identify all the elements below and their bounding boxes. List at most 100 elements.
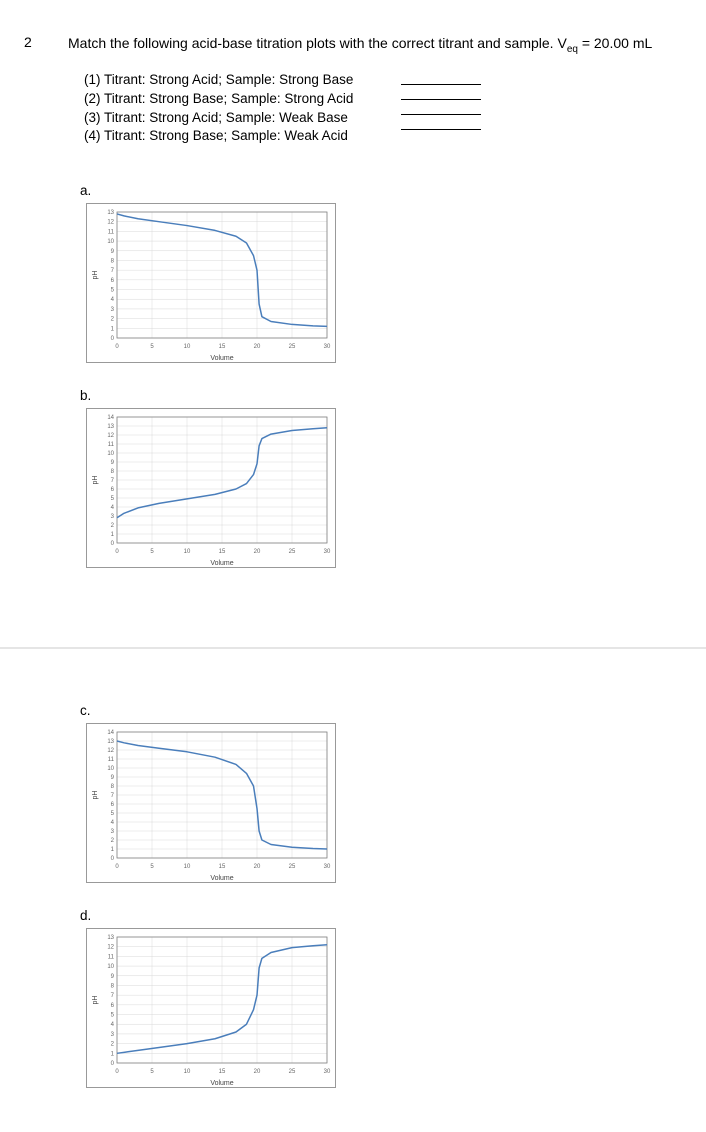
svg-text:0: 0 — [111, 1061, 115, 1067]
svg-text:25: 25 — [289, 549, 296, 555]
svg-text:7: 7 — [111, 478, 115, 484]
prompt-prefix: Match the following acid-base titration … — [68, 35, 567, 51]
question-prompt: Match the following acid-base titration … — [68, 34, 686, 57]
svg-text:15: 15 — [219, 344, 226, 350]
svg-text:12: 12 — [107, 945, 114, 951]
svg-text:0: 0 — [115, 1069, 119, 1075]
chart-a: 012345678910111213051015202530VolumepH — [86, 203, 336, 363]
svg-text:pH: pH — [92, 271, 99, 280]
svg-text:2: 2 — [111, 317, 115, 323]
svg-text:10: 10 — [184, 549, 191, 555]
svg-text:10: 10 — [107, 451, 114, 457]
svg-text:4: 4 — [111, 1022, 115, 1028]
svg-text:pH: pH — [92, 476, 99, 485]
svg-text:0: 0 — [115, 864, 119, 870]
svg-text:5: 5 — [111, 811, 115, 817]
svg-text:pH: pH — [92, 791, 99, 800]
svg-text:13: 13 — [107, 424, 114, 430]
chart-b-label: b. — [80, 387, 686, 406]
chart-b: 01234567891011121314051015202530VolumepH — [86, 408, 336, 568]
prompt-suffix: = 20.00 mL — [578, 35, 652, 51]
svg-text:11: 11 — [108, 230, 115, 236]
chart-b-block: b. 01234567891011121314051015202530Volum… — [80, 387, 686, 568]
svg-text:0: 0 — [111, 541, 115, 547]
svg-text:10: 10 — [107, 239, 114, 245]
svg-text:5: 5 — [150, 344, 154, 350]
svg-text:2: 2 — [111, 838, 115, 844]
svg-text:13: 13 — [107, 935, 114, 941]
svg-text:15: 15 — [219, 549, 226, 555]
svg-text:10: 10 — [107, 964, 114, 970]
svg-text:14: 14 — [107, 730, 114, 736]
svg-text:9: 9 — [111, 775, 115, 781]
charts-lower: c. 01234567891011121314051015202530Volum… — [80, 702, 686, 1088]
svg-text:2: 2 — [111, 523, 115, 529]
svg-text:7: 7 — [111, 993, 115, 999]
svg-text:6: 6 — [111, 1003, 115, 1009]
svg-text:12: 12 — [107, 433, 114, 439]
svg-text:30: 30 — [324, 864, 331, 870]
charts-lower-row: c. 01234567891011121314051015202530Volum… — [20, 702, 686, 1112]
svg-text:0: 0 — [115, 344, 119, 350]
svg-text:1: 1 — [111, 1051, 115, 1057]
svg-text:10: 10 — [184, 344, 191, 350]
page-break — [20, 592, 686, 702]
svg-text:7: 7 — [111, 268, 115, 274]
charts-upper: a. 012345678910111213051015202530Volumep… — [80, 182, 686, 568]
chart-a-label: a. — [80, 182, 686, 201]
svg-text:0: 0 — [111, 856, 115, 862]
option-3: (3) Titrant: Strong Acid; Sample: Weak B… — [84, 109, 353, 128]
chart-a-block: a. 012345678910111213051015202530Volumep… — [80, 182, 686, 363]
svg-text:20: 20 — [254, 1069, 261, 1075]
answer-blanks — [401, 71, 481, 130]
question-body: Match the following acid-base titration … — [68, 34, 686, 592]
svg-text:25: 25 — [289, 344, 296, 350]
blank-line — [401, 118, 481, 130]
svg-text:13: 13 — [107, 739, 114, 745]
prompt-sub: eq — [567, 44, 578, 55]
svg-text:Volume: Volume — [210, 1080, 233, 1087]
svg-text:30: 30 — [324, 344, 331, 350]
question-number: 2 — [20, 34, 68, 50]
svg-text:0: 0 — [115, 549, 119, 555]
svg-text:20: 20 — [254, 864, 261, 870]
svg-text:9: 9 — [111, 249, 115, 255]
svg-text:5: 5 — [150, 864, 154, 870]
svg-text:12: 12 — [107, 220, 114, 226]
svg-text:4: 4 — [111, 820, 115, 826]
svg-text:3: 3 — [111, 514, 115, 520]
svg-text:1: 1 — [111, 327, 115, 333]
svg-text:11: 11 — [108, 442, 115, 448]
svg-text:5: 5 — [111, 288, 115, 294]
svg-text:25: 25 — [289, 1069, 296, 1075]
svg-text:10: 10 — [107, 766, 114, 772]
svg-text:25: 25 — [289, 864, 296, 870]
svg-text:pH: pH — [92, 995, 99, 1004]
svg-text:1: 1 — [111, 532, 115, 538]
svg-text:5: 5 — [150, 549, 154, 555]
svg-text:7: 7 — [111, 793, 115, 799]
question-row: 2 Match the following acid-base titratio… — [20, 34, 686, 592]
svg-text:9: 9 — [111, 974, 115, 980]
svg-text:11: 11 — [108, 757, 115, 763]
svg-text:5: 5 — [150, 1069, 154, 1075]
option-1: (1) Titrant: Strong Acid; Sample: Strong… — [84, 71, 353, 90]
option-4: (4) Titrant: Strong Base; Sample: Weak A… — [84, 127, 353, 146]
svg-text:5: 5 — [111, 496, 115, 502]
svg-text:5: 5 — [111, 1012, 115, 1018]
svg-text:8: 8 — [111, 784, 115, 790]
svg-text:11: 11 — [108, 954, 115, 960]
svg-text:1: 1 — [111, 847, 115, 853]
svg-text:15: 15 — [219, 864, 226, 870]
svg-text:3: 3 — [111, 1032, 115, 1038]
blank-line — [401, 73, 481, 85]
chart-c: 01234567891011121314051015202530VolumepH — [86, 723, 336, 883]
svg-text:Volume: Volume — [210, 560, 233, 567]
svg-text:14: 14 — [107, 415, 114, 421]
svg-text:10: 10 — [184, 1069, 191, 1075]
svg-text:10: 10 — [184, 864, 191, 870]
chart-d-block: d. 012345678910111213051015202530Volumep… — [80, 907, 686, 1088]
svg-text:Volume: Volume — [210, 875, 233, 882]
option-2: (2) Titrant: Strong Base; Sample: Strong… — [84, 90, 353, 109]
svg-text:20: 20 — [254, 344, 261, 350]
